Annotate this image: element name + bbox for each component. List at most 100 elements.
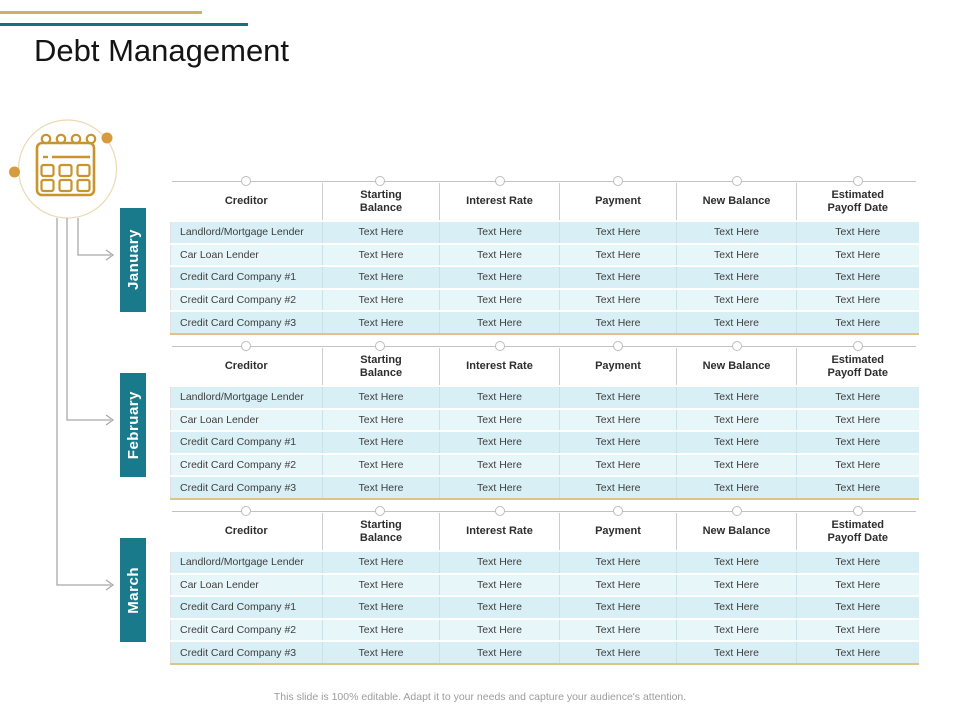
value-cell: Text Here	[439, 220, 560, 244]
circle-marker-icon	[375, 506, 385, 516]
debt-table-march: Creditor Starting Balance Interest Rate …	[170, 513, 919, 665]
value-cell: Text Here	[322, 220, 440, 244]
circle-marker-icon	[495, 176, 505, 186]
table-row: Credit Card Company #3 Text Here Text He…	[170, 310, 919, 334]
table-row: Car Loan Lender Text Here Text Here Text…	[170, 242, 919, 267]
value-cell: Text Here	[439, 430, 560, 454]
debt-table-february: Creditor Starting Balance Interest Rate …	[170, 348, 919, 500]
circle-marker-icon	[853, 341, 863, 351]
column-header: Payment	[559, 183, 677, 221]
column-header: Starting Balance	[322, 183, 440, 221]
circle-marker-icon	[853, 506, 863, 516]
column-header: Creditor	[170, 348, 323, 386]
value-cell: Text Here	[796, 385, 919, 409]
value-cell: Text Here	[796, 550, 919, 574]
value-cell: Text Here	[676, 617, 797, 642]
column-header: New Balance	[676, 183, 797, 221]
column-header: Starting Balance	[322, 513, 440, 551]
column-header: New Balance	[676, 513, 797, 551]
value-cell: Text Here	[676, 595, 797, 619]
value-cell: Text Here	[322, 595, 440, 619]
value-cell: Text Here	[796, 310, 919, 334]
value-cell: Text Here	[676, 310, 797, 334]
value-cell: Text Here	[796, 475, 919, 499]
value-cell: Text Here	[559, 407, 677, 432]
circle-marker-icon	[495, 506, 505, 516]
table-top-line	[172, 346, 916, 347]
creditor-cell: Landlord/Mortgage Lender	[170, 385, 323, 409]
value-cell: Text Here	[676, 475, 797, 499]
value-cell: Text Here	[796, 242, 919, 267]
creditor-cell: Credit Card Company #3	[170, 640, 323, 664]
creditor-cell: Car Loan Lender	[170, 407, 323, 432]
value-cell: Text Here	[559, 550, 677, 574]
value-cell: Text Here	[322, 242, 440, 267]
value-cell: Text Here	[559, 430, 677, 454]
column-header: Starting Balance	[322, 348, 440, 386]
value-cell: Text Here	[676, 220, 797, 244]
circle-marker-icon	[853, 176, 863, 186]
column-header: Creditor	[170, 513, 323, 551]
value-cell: Text Here	[322, 617, 440, 642]
value-cell: Text Here	[559, 265, 677, 289]
value-cell: Text Here	[322, 430, 440, 454]
column-header: Estimated Payoff Date	[796, 513, 919, 551]
header-row: Creditor Starting Balance Interest Rate …	[170, 183, 919, 221]
creditor-cell: Credit Card Company #2	[170, 452, 323, 477]
value-cell: Text Here	[676, 550, 797, 574]
value-cell: Text Here	[559, 595, 677, 619]
creditor-cell: Landlord/Mortgage Lender	[170, 220, 323, 244]
creditor-cell: Credit Card Company #3	[170, 310, 323, 334]
table-row: Car Loan Lender Text Here Text Here Text…	[170, 572, 919, 597]
value-cell: Text Here	[796, 220, 919, 244]
value-cell: Text Here	[796, 572, 919, 597]
debt-table-january: Creditor Starting Balance Interest Rate …	[170, 183, 919, 335]
column-header: Creditor	[170, 183, 323, 221]
creditor-cell: Credit Card Company #2	[170, 617, 323, 642]
value-cell: Text Here	[559, 310, 677, 334]
value-cell: Text Here	[796, 595, 919, 619]
circle-marker-icon	[613, 506, 623, 516]
top-accent-gold-bar	[0, 11, 202, 14]
table-row: Landlord/Mortgage Lender Text Here Text …	[170, 385, 919, 409]
value-cell: Text Here	[676, 407, 797, 432]
circle-marker-icon	[375, 176, 385, 186]
circle-marker-icon	[613, 341, 623, 351]
value-cell: Text Here	[322, 287, 440, 312]
column-header: Interest Rate	[439, 513, 560, 551]
table-row: Credit Card Company #3 Text Here Text He…	[170, 475, 919, 499]
circle-marker-icon	[375, 341, 385, 351]
value-cell: Text Here	[676, 265, 797, 289]
column-header: Estimated Payoff Date	[796, 348, 919, 386]
value-cell: Text Here	[796, 430, 919, 454]
value-cell: Text Here	[559, 242, 677, 267]
value-cell: Text Here	[322, 475, 440, 499]
value-cell: Text Here	[439, 572, 560, 597]
value-cell: Text Here	[322, 407, 440, 432]
circle-marker-icon	[732, 506, 742, 516]
value-cell: Text Here	[676, 572, 797, 597]
value-cell: Text Here	[322, 572, 440, 597]
value-cell: Text Here	[322, 550, 440, 574]
month-label: February	[124, 390, 142, 460]
value-cell: Text Here	[322, 452, 440, 477]
table-block-february: Creditor Starting Balance Interest Rate …	[170, 340, 919, 500]
month-label: March	[124, 566, 142, 614]
value-cell: Text Here	[676, 430, 797, 454]
circle-marker-icon	[732, 341, 742, 351]
table-row: Credit Card Company #2 Text Here Text He…	[170, 617, 919, 642]
month-banner-february: February	[120, 373, 146, 477]
value-cell: Text Here	[559, 475, 677, 499]
creditor-cell: Car Loan Lender	[170, 572, 323, 597]
creditor-cell: Car Loan Lender	[170, 242, 323, 267]
value-cell: Text Here	[559, 452, 677, 477]
value-cell: Text Here	[439, 550, 560, 574]
creditor-cell: Landlord/Mortgage Lender	[170, 550, 323, 574]
value-cell: Text Here	[439, 242, 560, 267]
circle-marker-icon	[241, 341, 251, 351]
circle-marker-icon	[613, 176, 623, 186]
creditor-cell: Credit Card Company #3	[170, 475, 323, 499]
value-cell: Text Here	[322, 385, 440, 409]
value-cell: Text Here	[439, 310, 560, 334]
